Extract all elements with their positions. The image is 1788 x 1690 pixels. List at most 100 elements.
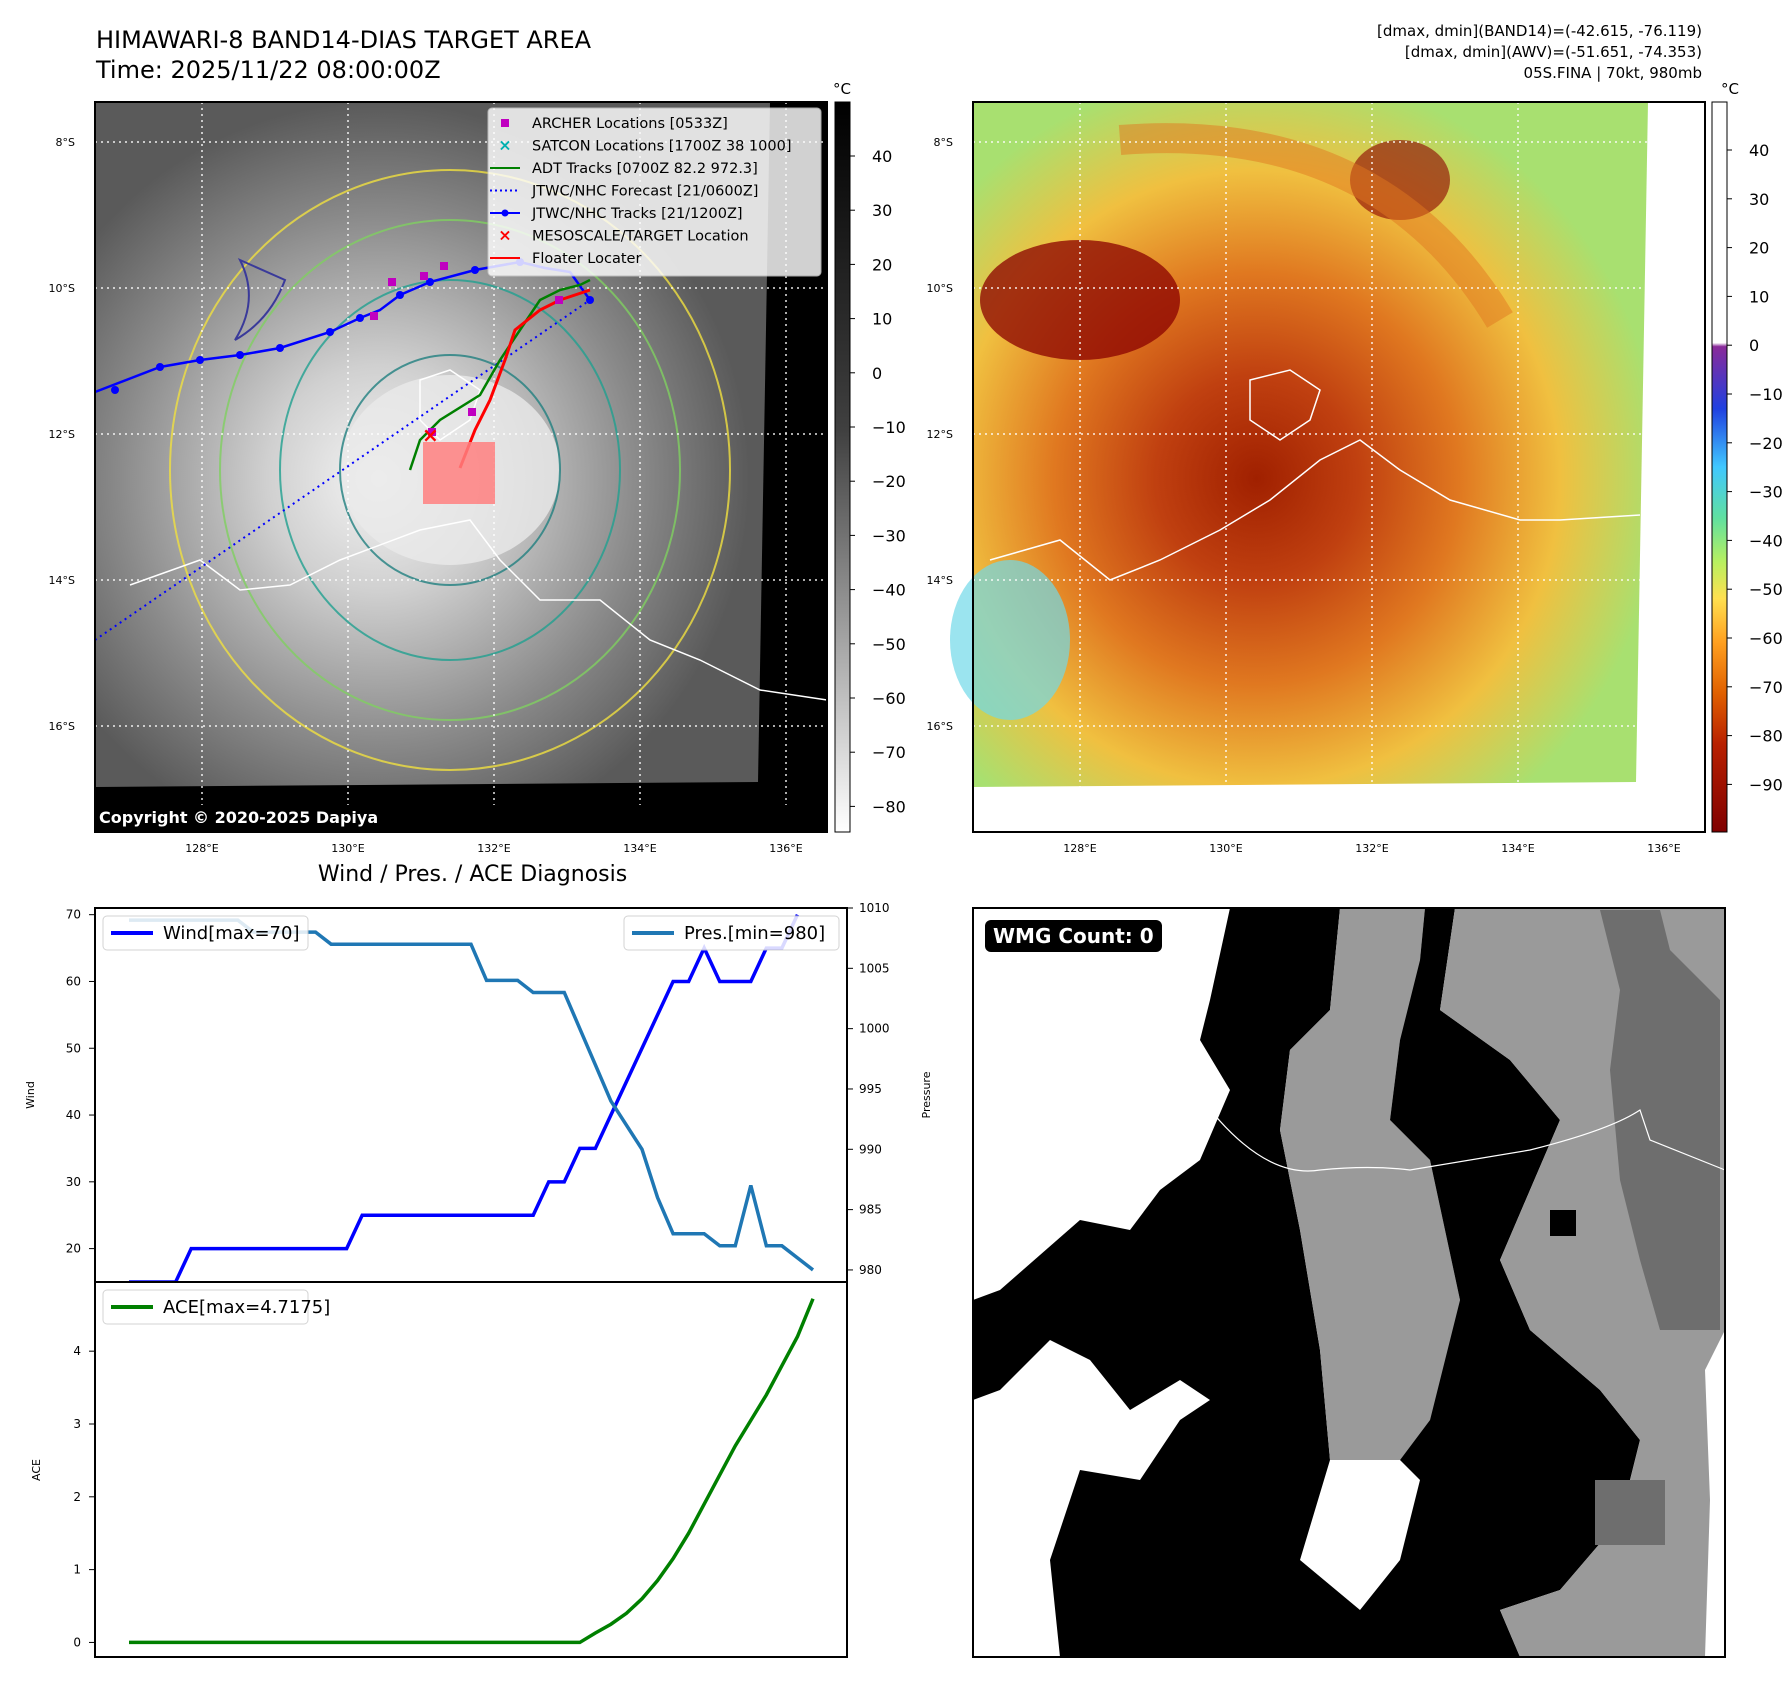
- y-tick-label: 60: [66, 974, 81, 988]
- awv-gridlines: [973, 102, 1705, 832]
- band14-colorbar-ticks: 40 30 20 10 0 −10 −20 −30 −40 −50 −60 −70 −80: [850, 147, 906, 816]
- legend-dot-icon: [501, 209, 509, 217]
- colorbar-tick-label: −30: [1749, 483, 1783, 502]
- legend-square-icon: [501, 119, 509, 127]
- colorbar-tick-label: −80: [872, 797, 906, 816]
- series-line-0: [129, 913, 800, 1284]
- colorbar-tick-label: 30: [872, 201, 892, 220]
- y-tick-label: 1: [73, 1563, 81, 1577]
- legend-label: JTWC/NHC Tracks [21/1200Z]: [531, 206, 743, 222]
- lon-tick-label: 134°E: [623, 842, 656, 855]
- wmg-frame: [972, 907, 1726, 1658]
- wmg-dark-gray-region: [1600, 910, 1720, 1330]
- y-right-tick-label: 995: [859, 1082, 882, 1096]
- colorbar-tick-label: 20: [1749, 239, 1769, 258]
- legend-item: JTWC/NHC Tracks [21/1200Z]: [490, 206, 743, 222]
- awv-colorbar: [1711, 101, 1728, 833]
- colorbar-tick-label: −10: [1749, 385, 1783, 404]
- awv-map-frame: [972, 101, 1706, 833]
- y-right-tick-label: 1005: [859, 961, 890, 975]
- legend-label: ARCHER Locations [0533Z]: [532, 116, 728, 132]
- figure-time: Time: 2025/11/22 08:00:00Z: [96, 56, 441, 84]
- y-tick-label: 4: [73, 1344, 81, 1358]
- legend-x-icon: ×: [498, 136, 511, 155]
- chart-legend-label: Pres.[min=980]: [684, 923, 825, 944]
- awv-colorbar-ticks: 40 30 20 10 0 −10 −20 −30 −40 −50 −60 −70 −80 −90: [1727, 141, 1783, 794]
- legend-label: JTWC/NHC Forecast [21/0600Z]: [531, 184, 758, 200]
- chart-legend: ACE[max=4.7175]: [102, 1289, 330, 1325]
- colorbar-tick-label: 40: [1749, 141, 1769, 160]
- y-tick-label: 2: [73, 1490, 81, 1504]
- y-right-tick-label: 990: [859, 1142, 882, 1156]
- colorbar-tick-label: −60: [1749, 629, 1783, 648]
- colorbar-tick-label: −70: [872, 743, 906, 762]
- y-right-tick-label: 980: [859, 1263, 882, 1277]
- y-tick-label: 0: [73, 1635, 81, 1649]
- colorbar-tick-label: −20: [1749, 434, 1783, 453]
- colorbar-tick-label: 10: [872, 310, 892, 329]
- awv-map-panel: [950, 102, 1705, 832]
- y-tick-label: 40: [66, 1108, 81, 1122]
- lon-tick-label: 132°E: [1355, 842, 1388, 855]
- lat-tick-label: 16°S: [927, 720, 953, 733]
- awv-stats: [dmax, dmin](AWV)=(-51.651, -74.353): [1404, 43, 1702, 61]
- legend-label: Floater Locater: [532, 251, 641, 267]
- band14-colorbar: [834, 101, 851, 833]
- legend-item: ADT Tracks [0700Z 82.2 972.3]: [490, 161, 758, 177]
- lat-tick-label: 14°S: [49, 574, 75, 587]
- colorbar-tick-label: −50: [872, 635, 906, 654]
- colorbar-tick-label: −90: [1749, 775, 1783, 794]
- lat-tick-label: 10°S: [49, 282, 75, 295]
- colorbar-tick-label: 40: [872, 147, 892, 166]
- mesoscale-target-box: [423, 442, 495, 504]
- chart-legend: Wind[max=70]: [102, 915, 309, 951]
- figure-title: HIMAWARI-8 BAND14-DIAS TARGET AREA: [96, 26, 592, 54]
- legend-item: Floater Locater: [490, 251, 641, 267]
- lon-tick-label: 130°E: [331, 842, 364, 855]
- lat-tick-label: 10°S: [927, 282, 953, 295]
- ir-lon-labels: 128°E 130°E 132°E 134°E 136°E: [185, 842, 802, 855]
- colorbar-tick-label: −70: [1749, 678, 1783, 697]
- colorbar-tick-label: −60: [872, 689, 906, 708]
- lat-tick-label: 8°S: [56, 136, 75, 149]
- colorbar-tick-label: 20: [872, 255, 892, 274]
- svg-text:×: ×: [422, 423, 439, 447]
- ir-map-frame: [94, 101, 828, 833]
- wmg-black-region: [973, 908, 1360, 1657]
- colorbar-tick-label: −30: [872, 526, 906, 545]
- archer-locations: [370, 262, 563, 436]
- lat-tick-label: 16°S: [49, 720, 75, 733]
- chart-legend-label: ACE[max=4.7175]: [163, 1297, 330, 1318]
- chart-legend-label: Wind[max=70]: [163, 923, 300, 944]
- legend-label: MESOSCALE/TARGET Location: [532, 229, 749, 245]
- awv-field: [973, 102, 1648, 787]
- colorbar-tick-label: −50: [1749, 580, 1783, 599]
- storm-info: 05S.FINA | 70kt, 980mb: [1523, 64, 1702, 82]
- y-right-tick-label: 1010: [859, 901, 890, 915]
- lon-tick-label: 128°E: [1063, 842, 1096, 855]
- lon-tick-label: 132°E: [477, 842, 510, 855]
- y-tick-label: 70: [66, 908, 81, 922]
- colorbar-tick-label: −40: [872, 581, 906, 600]
- awv-colorbar-unit: °C: [1721, 80, 1739, 98]
- y-right-tick-label: 1000: [859, 1022, 890, 1036]
- y-tick-label: 20: [66, 1242, 81, 1256]
- awv-lat-labels: 8°S 10°S 12°S 14°S 16°S: [927, 136, 953, 733]
- ace-chart-frame: [94, 1281, 848, 1658]
- series-line-0: [129, 1298, 815, 1645]
- lat-tick-label: 12°S: [49, 428, 75, 441]
- colorbar-tick-label: 0: [1749, 336, 1759, 355]
- lon-tick-label: 136°E: [1647, 842, 1680, 855]
- legend-x-icon: ×: [498, 226, 511, 245]
- y-tick-label: 50: [66, 1041, 81, 1055]
- wmg-gray-region-a: [1280, 908, 1460, 1460]
- y-right-tick-label: 985: [859, 1203, 882, 1217]
- legend-label: ADT Tracks [0700Z 82.2 972.3]: [532, 161, 758, 177]
- wmg-panel: [973, 908, 1726, 1657]
- legend-item: × MESOSCALE/TARGET Location: [498, 226, 748, 245]
- lat-tick-label: 8°S: [934, 136, 953, 149]
- map-legend: ARCHER Locations [0533Z] × SATCON Location…: [487, 107, 822, 277]
- legend-label: SATCON Locations [1700Z 38 1000]: [532, 139, 791, 155]
- copyright-label: Copyright © 2020-2025 Dapiya: [99, 808, 379, 827]
